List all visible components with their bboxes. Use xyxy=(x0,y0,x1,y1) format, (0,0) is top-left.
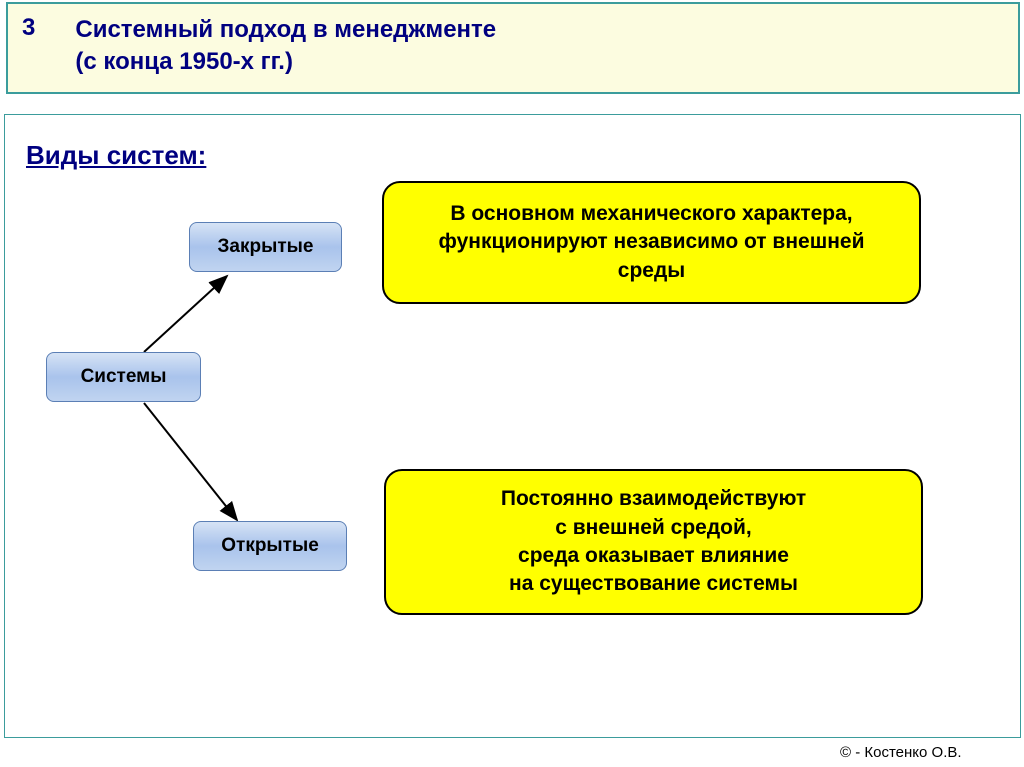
node-closed: Закрытые xyxy=(189,222,342,272)
desc-open: Постоянно взаимодействуют с внешней сред… xyxy=(384,469,923,615)
arrow-to-closed xyxy=(144,276,227,352)
desc-open-line3: среда оказывает влияние xyxy=(518,544,789,567)
arrow-to-open xyxy=(144,403,237,520)
desc-open-line1: Постоянно взаимодействуют xyxy=(501,487,806,510)
desc-closed: В основном механического характера, функ… xyxy=(382,181,921,304)
desc-open-line2: с внешней средой, xyxy=(555,516,752,539)
desc-open-line4: на существование системы xyxy=(509,572,798,595)
node-open: Открытые xyxy=(193,521,347,571)
footer-credit: © - Костенко О.В. xyxy=(840,744,962,761)
node-systems: Системы xyxy=(46,352,201,402)
